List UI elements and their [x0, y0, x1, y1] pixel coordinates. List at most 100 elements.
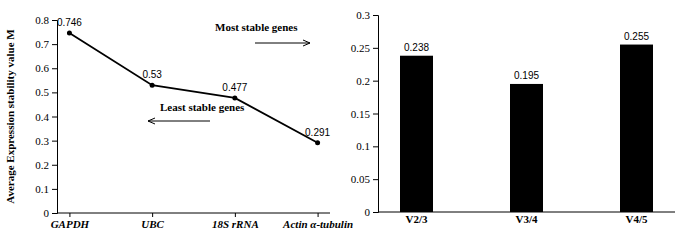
x-tick-label: V4/5	[626, 213, 649, 225]
y-tick-mark	[52, 213, 57, 214]
y-axis: 0 0.1 0.2 0.3 0.4 0.5 0.6 0.7 0.8	[35, 14, 57, 219]
annotation-arrow-head	[303, 40, 310, 46]
x-tick: GAPDH	[51, 213, 90, 230]
y-tick-mark	[373, 15, 378, 16]
y-tick-mark	[52, 68, 57, 69]
chart-root: 0 0.1 0.2 0.3 0.4 0.5 0.6 0.7 0.8 GAPDH UBC 18S rRN…	[0, 0, 685, 231]
data-label: 0.477	[222, 82, 247, 93]
y-tick-label: 0.6	[35, 62, 49, 74]
y-tick: 0.6	[35, 62, 57, 74]
y-axis-title: Average Expression stability value M	[4, 29, 16, 204]
y-tick-mark	[373, 81, 378, 82]
y-tick-label: 0.2	[356, 75, 370, 87]
data-label: 0.53	[142, 69, 162, 80]
y-axis: 0 0.05 0.1 0.15 0.2 0.25 0.3	[351, 9, 379, 218]
x-tick-label: V3/4	[516, 213, 539, 225]
x-axis: V2/3 V3/4 V4/5	[378, 212, 675, 225]
y-tick-label: 0.7	[35, 38, 49, 50]
y-tick: 0.7	[35, 38, 57, 50]
y-tick-mark	[52, 44, 57, 45]
bar-chart: 0 0.05 0.1 0.15 0.2 0.25 0.3 V2/3 V3/4 V4/5 0.238 0…	[351, 9, 675, 225]
y-tick: 0	[365, 206, 379, 218]
y-tick-mark	[52, 141, 57, 142]
y-tick: 0.3	[35, 135, 57, 147]
line-chart: 0 0.1 0.2 0.3 0.4 0.5 0.6 0.7 0.8 GAPDH UBC 18S rRN…	[4, 14, 353, 230]
y-tick: 0.05	[351, 173, 378, 185]
data-point	[315, 140, 320, 145]
y-tick: 0.25	[351, 42, 378, 54]
annotation-arrow	[148, 118, 210, 124]
y-tick: 0.1	[35, 183, 57, 195]
plot-area	[400, 45, 653, 212]
y-tick-label: 0.8	[35, 14, 49, 26]
y-axis-line	[373, 16, 379, 213]
y-tick-label: 0.4	[35, 111, 49, 123]
data-point	[67, 31, 72, 36]
x-tick-label: GAPDH	[51, 218, 90, 230]
bar	[510, 84, 543, 212]
y-tick: 0.2	[35, 159, 57, 171]
y-axis-line	[52, 21, 58, 214]
y-tick: 0.8	[35, 14, 57, 26]
x-axis-line	[57, 213, 330, 214]
y-tick-label: 0.5	[35, 86, 49, 98]
annotation: Least stable genes	[160, 101, 245, 113]
y-tick-label: 0.3	[356, 9, 370, 21]
y-tick: 0.1	[356, 140, 378, 152]
y-tick-label: 0	[44, 207, 50, 219]
data-label: 0.746	[57, 17, 82, 28]
bar	[400, 56, 433, 212]
y-tick-label: 0.25	[351, 42, 371, 54]
x-tick: 18S rRNA	[212, 213, 259, 230]
annotation-arrow-shaft	[148, 121, 210, 122]
y-tick-label: 0	[365, 206, 371, 218]
y-tick-mark	[373, 212, 378, 213]
data-label: 0.238	[404, 42, 429, 53]
y-tick-label: 0.1	[356, 140, 370, 152]
y-tick: 0.2	[356, 75, 378, 87]
x-tick-mark	[318, 213, 319, 217]
y-tick-mark	[373, 114, 378, 115]
annotation-arrow	[255, 40, 310, 46]
data-label: 0.291	[305, 127, 330, 138]
x-tick-label: UBC	[141, 218, 164, 230]
annotation-arrow-head	[148, 118, 155, 124]
y-tick-label: 0.1	[35, 183, 49, 195]
annotation: Most stable genes	[215, 21, 298, 33]
x-tick-label: V2/3	[406, 213, 429, 225]
x-tick: V3/4	[516, 212, 539, 225]
data-point	[232, 95, 237, 100]
x-tick-label: Actin α-tubulin	[282, 218, 353, 230]
y-tick-mark	[52, 165, 57, 166]
plot-area	[67, 31, 320, 146]
x-axis: GAPDH UBC 18S rRNA Actin α-tubulin	[51, 213, 353, 230]
data-point	[150, 83, 155, 88]
bar	[620, 45, 653, 212]
y-tick-mark	[52, 189, 57, 190]
data-label: 0.255	[624, 31, 649, 42]
y-tick: 0.3	[356, 9, 378, 21]
data-line	[69, 33, 317, 143]
y-tick-label: 0.3	[35, 135, 49, 147]
y-tick-mark	[373, 48, 378, 49]
x-tick-mark	[69, 213, 70, 217]
x-tick: V2/3	[406, 212, 429, 225]
y-tick-label: 0.2	[35, 159, 49, 171]
y-tick-mark	[373, 179, 378, 180]
y-tick-label: 0.05	[351, 173, 371, 185]
x-tick-mark	[152, 213, 153, 217]
annotation-arrow-shaft	[255, 43, 310, 44]
y-tick: 0.5	[35, 86, 57, 98]
x-tick-mark	[235, 213, 236, 217]
x-tick: V4/5	[626, 212, 649, 225]
x-tick-label: 18S rRNA	[212, 218, 259, 230]
y-tick-mark	[52, 92, 57, 93]
x-tick: Actin α-tubulin	[282, 213, 353, 230]
y-tick-mark	[52, 117, 57, 118]
data-label: 0.195	[514, 70, 539, 81]
x-tick: UBC	[141, 213, 164, 230]
y-tick-mark	[373, 146, 378, 147]
y-tick-label: 0.15	[351, 108, 371, 120]
y-tick: 0.4	[35, 111, 57, 123]
y-tick: 0.15	[351, 108, 378, 120]
